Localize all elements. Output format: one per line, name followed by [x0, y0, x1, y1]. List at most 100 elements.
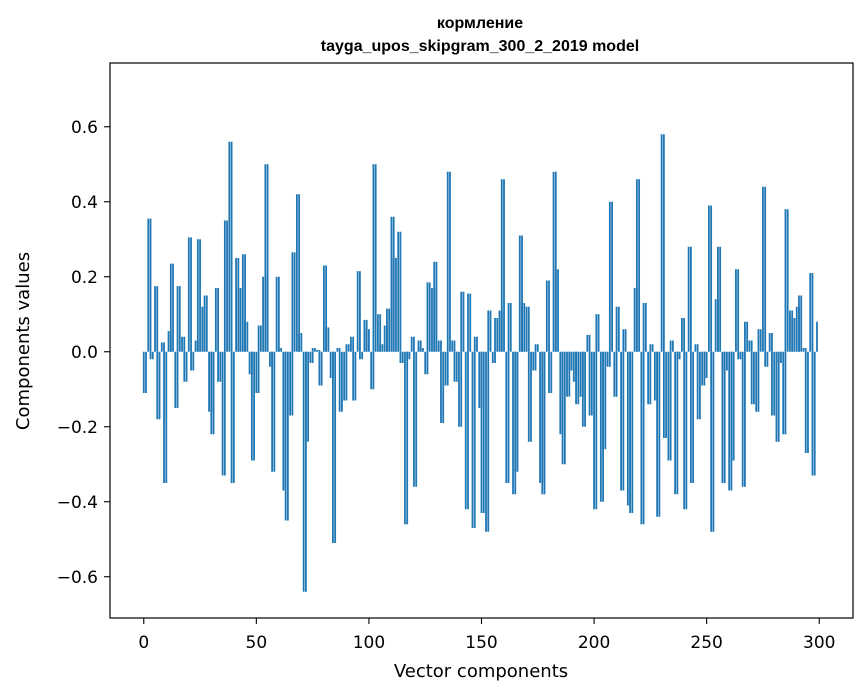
bar: [352, 336, 355, 352]
plot-frame: [109, 62, 854, 619]
bar: [649, 351, 652, 405]
bar: [759, 329, 762, 352]
bar: [804, 348, 807, 352]
bar: [771, 351, 773, 416]
bar: [694, 344, 697, 352]
bar: [345, 344, 348, 352]
bar: [615, 306, 618, 352]
bar: [241, 254, 244, 352]
x-tick-label: 200: [578, 633, 610, 653]
bar: [512, 351, 514, 495]
bar: [154, 286, 156, 352]
bar: [811, 273, 814, 352]
bar: [536, 344, 539, 352]
bar: [708, 205, 710, 352]
bar: [608, 201, 611, 352]
bar: [336, 348, 339, 352]
bar: [669, 351, 672, 461]
bar: [277, 348, 280, 352]
bar: [379, 314, 382, 352]
bar: [230, 141, 233, 352]
bar: [368, 329, 370, 352]
bar: [750, 351, 753, 405]
bar: [509, 303, 512, 352]
bar: [473, 336, 476, 352]
bar: [217, 351, 219, 382]
bar: [489, 310, 492, 352]
bar: [491, 351, 494, 363]
bar: [156, 286, 159, 352]
bar: [235, 258, 237, 352]
bar: [485, 351, 487, 532]
bar: [282, 351, 285, 491]
bar: [228, 141, 231, 352]
bar: [156, 351, 159, 420]
bar: [527, 351, 530, 442]
bar: [304, 351, 307, 442]
bar: [183, 336, 186, 352]
bar: [460, 291, 463, 352]
bar: [451, 340, 454, 352]
bar: [226, 220, 228, 352]
bar: [230, 351, 233, 483]
bar: [316, 349, 319, 352]
bar: [566, 351, 568, 397]
bar: [559, 351, 562, 435]
bar: [667, 351, 670, 461]
bar: [264, 164, 267, 352]
bar: [811, 351, 814, 476]
bar: [343, 351, 346, 401]
bar: [575, 351, 577, 405]
bar: [689, 351, 692, 483]
bar: [671, 340, 674, 352]
bar: [678, 351, 681, 360]
x-axis-ticks: 0 50 100 150 200 250 300: [138, 618, 835, 653]
bar: [764, 186, 767, 352]
bar: [642, 351, 645, 525]
bar: [277, 276, 280, 352]
bar: [149, 218, 152, 352]
bar: [719, 246, 722, 352]
bar: [298, 333, 301, 352]
bar: [494, 318, 496, 352]
bar: [410, 336, 413, 352]
bar: [548, 351, 550, 393]
bar: [286, 351, 289, 521]
bar: [295, 194, 298, 352]
bar: [178, 286, 181, 352]
bar: [377, 314, 379, 352]
bar: [408, 351, 411, 360]
bar: [415, 351, 418, 487]
bar: [602, 351, 604, 450]
bar: [804, 351, 807, 453]
bar: [692, 351, 695, 483]
x-tick-label: 300: [803, 633, 835, 653]
y-tick-label: 0.0: [71, 343, 98, 363]
bar: [431, 288, 433, 352]
x-tick-label: 0: [138, 633, 149, 653]
bar: [464, 351, 467, 510]
bar: [507, 303, 510, 352]
bar: [638, 179, 641, 352]
bar: [329, 351, 332, 378]
bar: [791, 318, 794, 352]
bar: [210, 351, 213, 435]
bar: [588, 334, 591, 352]
bar: [194, 340, 197, 352]
bar: [527, 306, 530, 352]
bar: [530, 351, 532, 442]
bar: [723, 351, 726, 483]
bar: [199, 239, 201, 352]
bar: [784, 351, 787, 435]
bar: [579, 351, 582, 397]
bar: [608, 351, 611, 367]
bar: [172, 263, 174, 352]
bar: [406, 351, 409, 360]
bar: [606, 351, 609, 367]
bar: [541, 351, 544, 495]
bar: [365, 329, 368, 352]
bar: [554, 171, 557, 352]
bar: [320, 351, 323, 386]
bar: [550, 351, 553, 393]
bar: [674, 351, 677, 495]
